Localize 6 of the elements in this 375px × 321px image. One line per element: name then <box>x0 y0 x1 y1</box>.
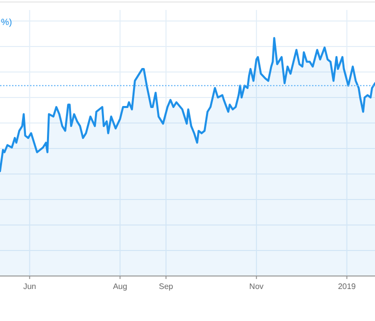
x-tick-label: Sep <box>158 282 174 291</box>
x-tick-label: 2019 <box>338 282 356 291</box>
x-tick-label: Nov <box>249 282 264 291</box>
x-tick-label: Jun <box>23 282 36 291</box>
text: %) <box>1 17 12 27</box>
x-tick-label: Aug <box>112 282 128 291</box>
